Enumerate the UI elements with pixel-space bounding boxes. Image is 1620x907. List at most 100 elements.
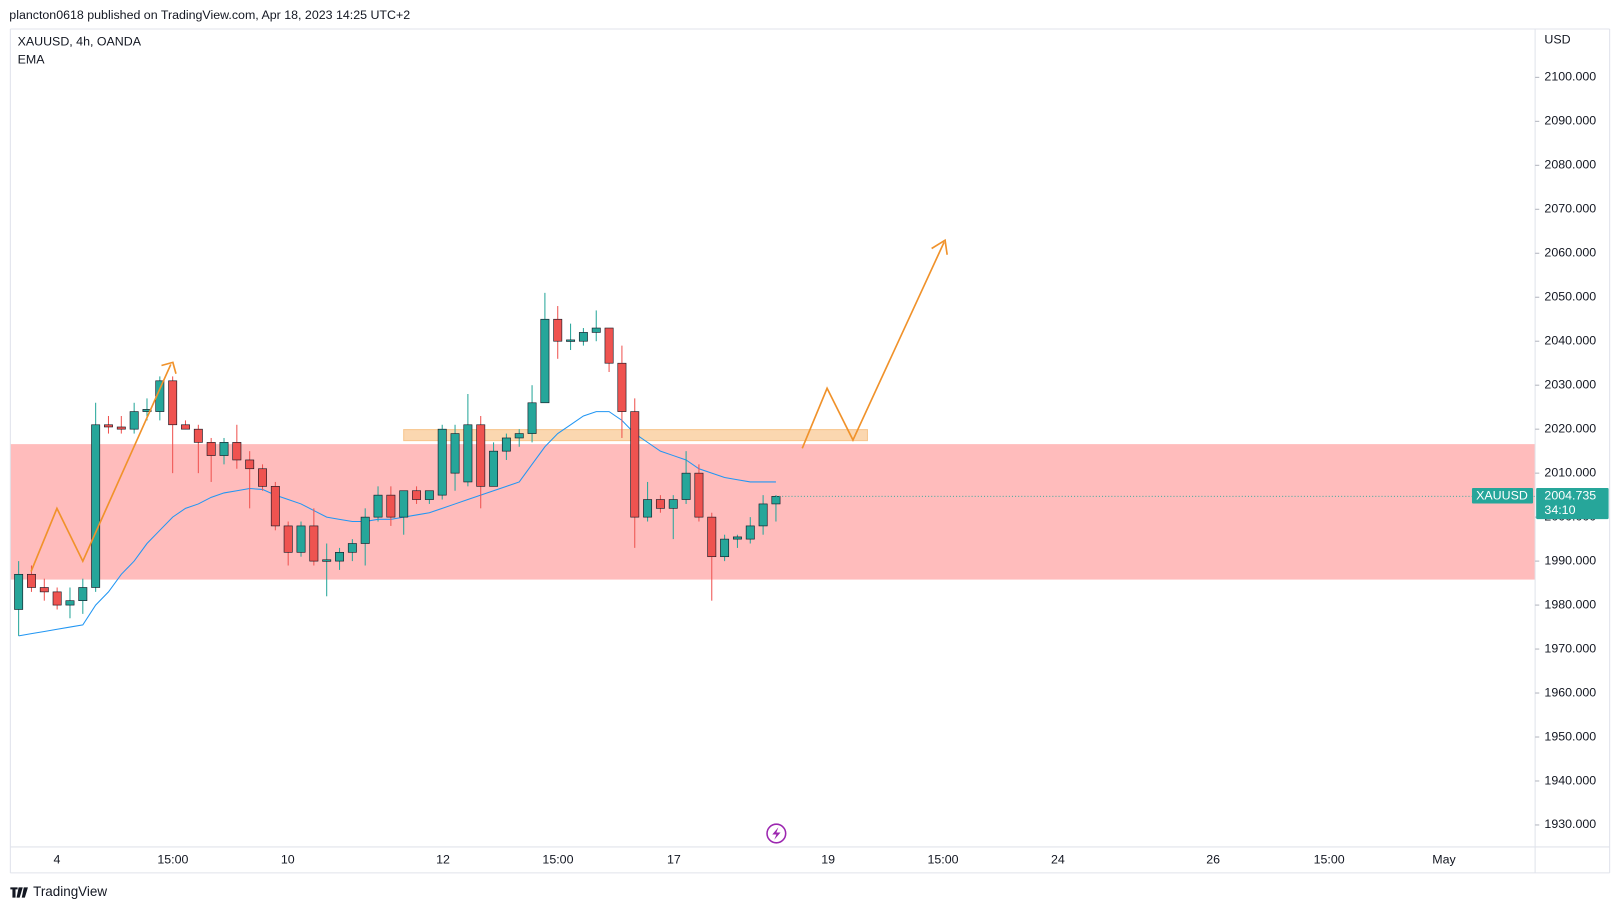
price-tag-label: 2004.735 xyxy=(1544,489,1596,503)
y-tick-label: 2040.000 xyxy=(1544,334,1596,348)
marks xyxy=(14,292,781,637)
candle-body xyxy=(14,573,24,610)
candle-body xyxy=(39,587,49,593)
y-tick-label: 2010.000 xyxy=(1544,465,1596,479)
candle-body xyxy=(437,428,447,496)
candle-body xyxy=(476,424,486,487)
candle-body xyxy=(155,380,165,412)
x-tick-label: 4 xyxy=(53,853,60,867)
countdown: 34:10 xyxy=(1544,503,1575,517)
candle-body xyxy=(168,380,178,426)
candle-body xyxy=(604,327,614,364)
candle-body xyxy=(707,516,717,558)
candle-body xyxy=(104,424,113,428)
y-tick-label: 2070.000 xyxy=(1544,202,1596,216)
y-tick-label: 2050.000 xyxy=(1544,290,1596,304)
candle-body xyxy=(655,499,665,509)
y-tick-label: 2100.000 xyxy=(1544,70,1596,84)
candle-body xyxy=(219,442,229,456)
candle-body xyxy=(643,499,653,518)
candle-body xyxy=(399,490,409,518)
candle-body xyxy=(232,442,242,461)
y-tick-label: 2080.000 xyxy=(1544,158,1596,172)
candle-body xyxy=(566,339,576,342)
candle-body xyxy=(694,472,704,518)
candle-body xyxy=(553,318,563,342)
candle-body xyxy=(578,332,588,342)
y-tick-label: 1930.000 xyxy=(1544,817,1596,831)
candle-body xyxy=(745,525,755,540)
candle-body xyxy=(720,538,730,558)
y-tick-label: 1940.000 xyxy=(1544,773,1596,787)
x-tick-label: 12 xyxy=(436,853,450,867)
y-tick-label: 2030.000 xyxy=(1544,377,1596,391)
candle-body xyxy=(373,494,383,518)
currency: USD xyxy=(1544,33,1570,47)
x-tick-label: 15:00 xyxy=(542,853,573,867)
x-tick-label: 24 xyxy=(1051,853,1065,867)
candle-body xyxy=(283,525,293,553)
x-tick-label: 26 xyxy=(1206,853,1220,867)
candle-body xyxy=(501,437,511,452)
candle-body xyxy=(270,486,280,527)
candle-body xyxy=(65,600,75,606)
candle-body xyxy=(129,411,139,430)
x-tick-label: May xyxy=(1432,853,1456,867)
x-tick-label: 17 xyxy=(667,853,681,867)
indicator-label: EMA xyxy=(18,52,46,66)
x-tick-label: 15:00 xyxy=(1314,853,1345,867)
x-tick-label: 10 xyxy=(281,853,295,867)
candle-body xyxy=(771,495,781,505)
chart-title: XAUUSD, 4h, OANDA xyxy=(18,35,142,49)
candle-body xyxy=(258,468,267,487)
candle-body xyxy=(309,525,319,562)
y-tick-label: 1980.000 xyxy=(1544,597,1596,611)
candle-body xyxy=(322,559,332,562)
event-icon-bolt xyxy=(772,827,781,840)
logo xyxy=(10,887,28,898)
candle-body xyxy=(630,411,640,518)
candle-body xyxy=(91,424,101,588)
candle-body xyxy=(514,433,524,439)
candle-body xyxy=(27,573,36,588)
symbol-tag xyxy=(1471,488,1534,504)
candle-body xyxy=(386,494,396,518)
candle-body xyxy=(424,490,434,500)
candle-body xyxy=(296,525,306,553)
candle-body xyxy=(758,503,768,527)
arrow-head xyxy=(931,238,948,255)
candle-body xyxy=(360,516,370,544)
x-tick-label: 15:00 xyxy=(927,853,958,867)
candle-body xyxy=(206,442,216,456)
y-tick-label: 2020.000 xyxy=(1544,421,1596,435)
zone xyxy=(10,444,1536,580)
header: plancton0618 published on TradingView.co… xyxy=(9,8,410,22)
candle-body xyxy=(52,591,62,606)
y-tick-label: 1970.000 xyxy=(1544,641,1596,655)
price-tag xyxy=(1536,488,1609,520)
symbol-tag-label: XAUUSD xyxy=(1476,489,1528,503)
y-tick-label: 1960.000 xyxy=(1544,685,1596,699)
candle-body xyxy=(617,362,627,412)
event-icon[interactable] xyxy=(766,823,787,844)
candle-body xyxy=(540,318,550,404)
projection-arrow xyxy=(801,241,945,449)
candle-body xyxy=(681,472,691,500)
y-tick-label: 2090.000 xyxy=(1544,114,1596,128)
x-tick-label: 19 xyxy=(821,853,835,867)
candle-body xyxy=(78,587,88,601)
footer: TradingView xyxy=(33,884,107,899)
candle-body xyxy=(335,551,344,562)
arrow-head xyxy=(161,361,177,374)
ema-line xyxy=(18,411,776,637)
candle-body xyxy=(463,424,473,483)
y-tick-label: 2060.000 xyxy=(1544,246,1596,260)
candle-body xyxy=(591,327,601,333)
candle-body xyxy=(347,543,357,553)
candle-body xyxy=(193,428,203,443)
candle-body xyxy=(527,402,537,434)
candle-body xyxy=(181,424,190,430)
candle-body xyxy=(668,499,678,509)
